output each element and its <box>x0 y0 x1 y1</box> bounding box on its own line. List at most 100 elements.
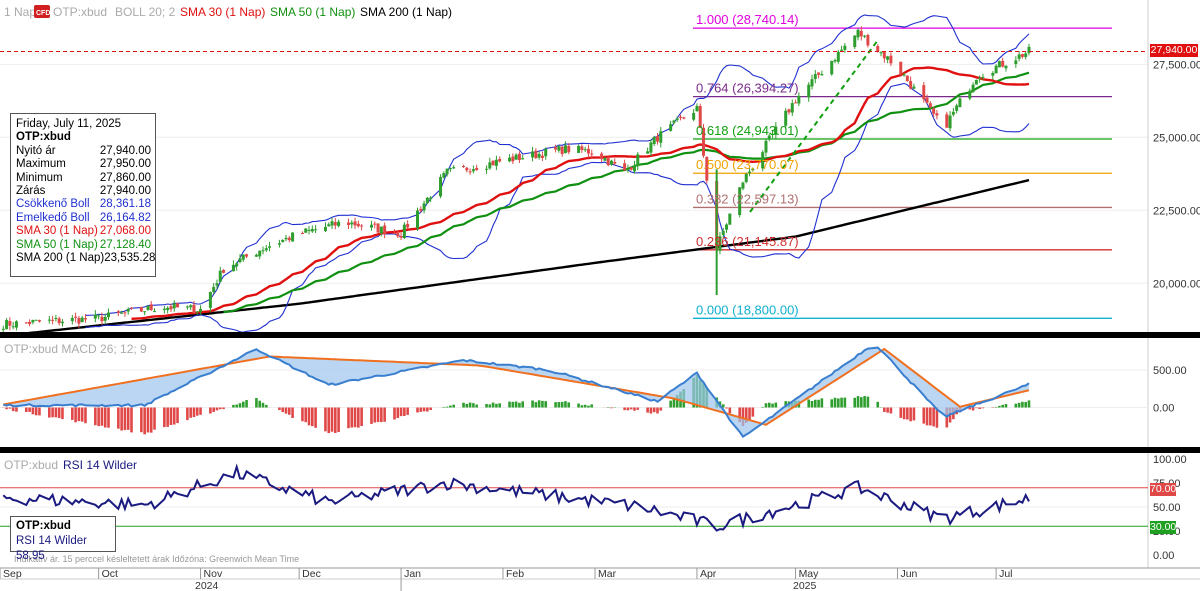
candle-body <box>853 35 857 48</box>
candle-body <box>258 250 262 257</box>
macd-bar <box>564 401 567 408</box>
candle-body <box>70 317 74 322</box>
candle-body <box>623 163 627 171</box>
candle-body <box>840 49 844 51</box>
macd-bar <box>567 402 571 408</box>
candle-body <box>609 160 613 165</box>
macd-bar <box>396 407 400 419</box>
macd-bar <box>261 402 265 408</box>
macd-lines <box>3 346 1030 438</box>
macd-bar <box>1027 400 1031 408</box>
macd-bar <box>856 396 860 408</box>
macd-bar <box>140 407 143 433</box>
macd-bar <box>866 396 870 408</box>
macd-bar <box>537 400 541 408</box>
rsi-line <box>2 463 1030 532</box>
macd-bar <box>307 407 311 426</box>
header-sma30[interactable]: SMA 30 (1 Nap) <box>180 5 265 19</box>
rsi-title[interactable]: RSI 14 Wilder <box>63 458 137 472</box>
macd-bar <box>906 407 909 420</box>
candle-body <box>771 133 775 135</box>
macd-bar <box>1004 404 1008 408</box>
candle-body <box>537 153 541 158</box>
rsi-title-symbol[interactable]: OTP:xbud <box>4 458 58 472</box>
macd-bar <box>518 402 521 408</box>
fib-label: 0.382 (22,597.13) <box>696 191 799 206</box>
macd-bar <box>304 407 308 423</box>
macd-bar <box>468 402 472 408</box>
year-label: 2024 <box>195 580 219 591</box>
info-row-value: 26,164.82 <box>99 211 151 224</box>
macd-bar <box>192 407 196 418</box>
price-tick-label: 20,000.00 <box>1153 278 1200 290</box>
info-row: Maximum 27,950.00 <box>16 158 151 171</box>
macd-bar <box>380 407 383 423</box>
macd-bar <box>426 407 429 412</box>
panel-divider-price-macd[interactable] <box>0 332 1200 338</box>
candle-body <box>508 157 512 162</box>
header-symbol[interactable]: OTP:xbud <box>53 5 107 19</box>
candle-body <box>994 65 998 74</box>
macd-bar <box>968 407 972 410</box>
candle-body <box>485 168 489 170</box>
month-label: Jul <box>999 568 1012 580</box>
candle-body <box>882 51 886 59</box>
candle-body <box>327 224 331 227</box>
macd-bar <box>577 403 580 408</box>
candle-body <box>442 173 446 178</box>
time-axis: Sep Oct Nov Dec Jan Feb Mar Apr May Jun Jul 2024 202… <box>0 567 1200 591</box>
info-row: Zárás 27,940.00 <box>16 185 151 198</box>
macd-bar <box>80 407 84 422</box>
candle-body <box>199 308 203 312</box>
candle-body <box>376 223 380 233</box>
candle-body <box>215 283 219 286</box>
candle-body <box>794 102 798 104</box>
rsi-box-label: RSI 14 Wilder <box>16 535 87 547</box>
candle-body <box>468 171 472 173</box>
header-sma200[interactable]: SMA 200 (1 Nap) <box>360 5 452 19</box>
price-tick-label: 27,500.00 <box>1153 59 1200 71</box>
candle-body <box>767 135 771 140</box>
candle-body <box>261 250 265 252</box>
candle-body <box>531 151 535 158</box>
candle-body <box>51 319 55 321</box>
candle-body <box>748 171 752 174</box>
candle-body <box>429 197 433 200</box>
candle-body <box>879 52 883 54</box>
candle-body <box>402 224 406 239</box>
sma30-path <box>131 66 1030 320</box>
candle-body <box>1004 65 1008 69</box>
header-sma50[interactable]: SMA 50 (1 Nap) <box>270 5 355 19</box>
macd-bar <box>560 401 564 408</box>
candle-body <box>498 158 502 162</box>
info-row: Nyitó ár 27,940.00 <box>16 145 151 158</box>
header-boll[interactable]: BOLL 20; 2 <box>115 5 176 19</box>
candle-body <box>928 103 932 108</box>
candle-body <box>281 239 285 243</box>
macd-bar <box>51 407 54 418</box>
candle-body <box>669 124 673 131</box>
candle-body <box>120 312 124 314</box>
candle-body <box>974 79 978 85</box>
candle-body <box>97 315 101 317</box>
month-label: Oct <box>102 568 118 580</box>
macd-bar <box>94 407 97 426</box>
price-axis: 27,500.00 25,000.00 22,500.00 20,000.00 <box>0 50 1200 290</box>
macd-bar <box>28 407 31 412</box>
macd-bar <box>557 402 561 408</box>
macd-title[interactable]: OTP:xbud MACD 26; 12; 9 <box>4 342 147 356</box>
candle-body <box>54 317 58 319</box>
panel-divider-macd-rsi[interactable] <box>0 447 1200 453</box>
macd-bar <box>495 403 498 408</box>
candle-body <box>103 316 107 321</box>
fibonacci-levels <box>693 27 1112 319</box>
month-label: May <box>799 568 820 580</box>
macd-bar <box>1001 404 1004 408</box>
macd-bar <box>820 398 824 408</box>
candle-body <box>314 229 318 231</box>
rsi-box-value: 58.95 <box>16 550 45 562</box>
macd-bar <box>485 404 488 408</box>
footer-note: Indikatív ár. 15 perccel késleltetett ár… <box>14 554 299 564</box>
candle-body <box>369 224 373 228</box>
